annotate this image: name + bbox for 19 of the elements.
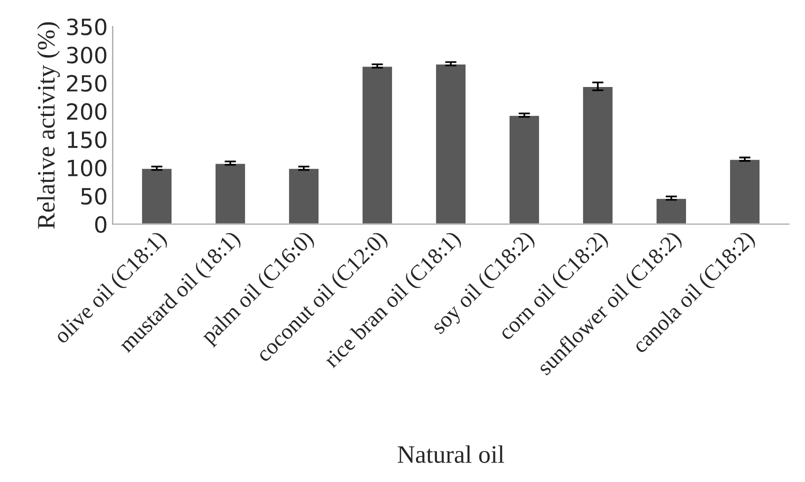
bar [214, 162, 246, 224]
y-tick-label: 250 [67, 74, 106, 92]
bar [508, 114, 540, 224]
bar [140, 168, 173, 224]
bar [728, 158, 761, 224]
y-axis-title: Relative activity (%) [37, 22, 60, 229]
bar [582, 86, 614, 224]
y-tick-label: 50 [81, 188, 106, 205]
x-axis-title: Natural oil [398, 445, 504, 463]
y-tick-label: 0 [95, 216, 106, 233]
y-tick-label: 300 [67, 46, 106, 64]
bar [361, 65, 394, 224]
y-tick-label: 350 [67, 18, 106, 36]
bar [434, 63, 467, 224]
y-tick-label: 100 [68, 160, 106, 176]
bar [655, 197, 688, 224]
y-tick-label: 150 [68, 131, 106, 148]
bar [288, 168, 320, 224]
y-tick-label: 200 [67, 103, 106, 120]
